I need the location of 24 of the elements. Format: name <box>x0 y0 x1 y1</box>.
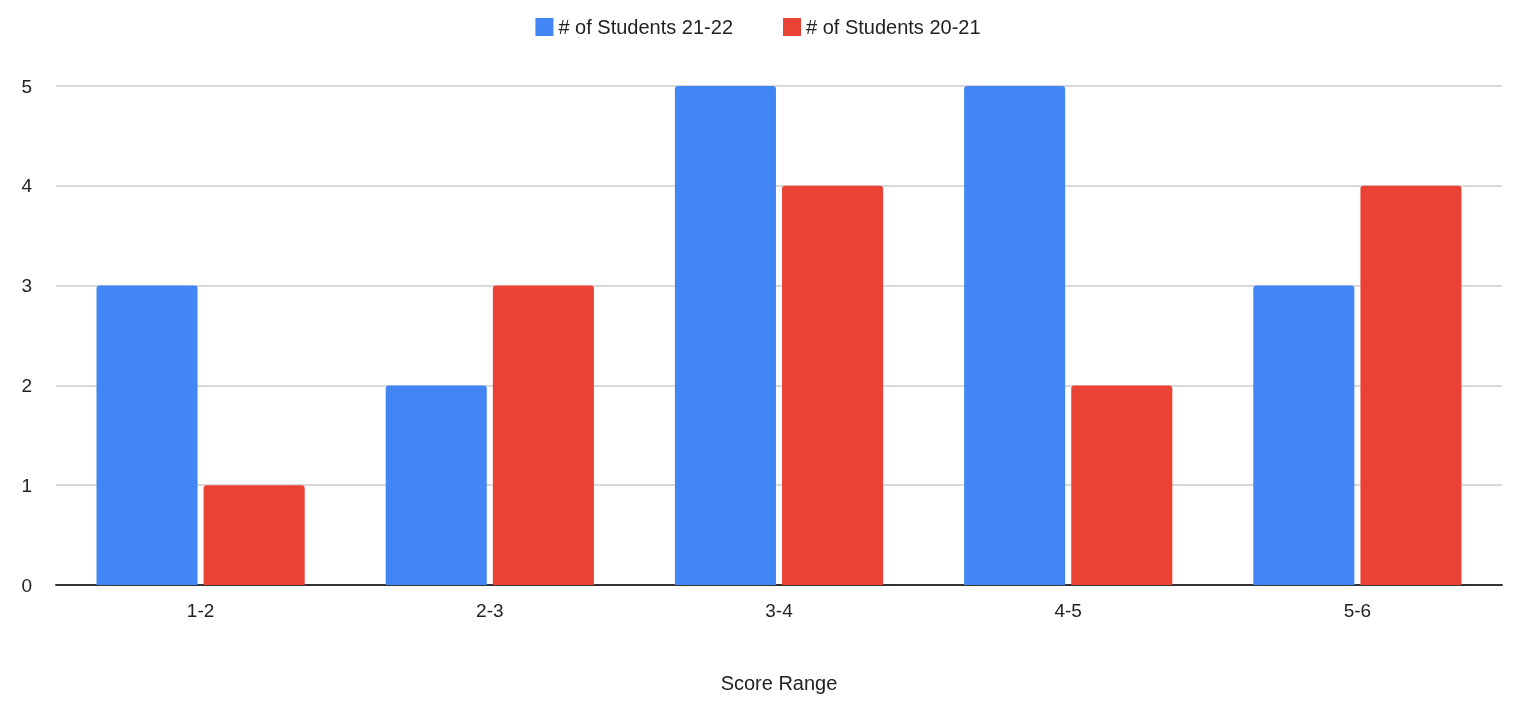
y-tick-label: 1 <box>21 474 32 496</box>
bar <box>385 385 487 585</box>
legend-label: # of Students 21-22 <box>558 16 734 38</box>
y-tick-label: 5 <box>21 75 32 97</box>
bar <box>964 86 1066 585</box>
y-tick-label: 3 <box>21 275 32 297</box>
x-tick-label: 4-5 <box>1054 600 1082 621</box>
y-tick-label: 4 <box>21 175 33 197</box>
bar <box>674 86 776 585</box>
x-tick-label: 5-6 <box>1343 600 1372 621</box>
bar <box>492 285 594 585</box>
bar <box>1360 185 1462 585</box>
x-tick-label: 3-4 <box>765 600 794 621</box>
x-tick-label: 1-2 <box>186 600 215 621</box>
y-tick-label: 0 <box>21 574 32 596</box>
legend-label: # of Students 20-21 <box>806 16 981 38</box>
bar <box>96 285 198 585</box>
bar <box>203 485 305 585</box>
bar <box>782 185 884 585</box>
x-axis-title: Score Range <box>720 672 838 694</box>
x-tick-label: 2-3 <box>476 600 504 621</box>
bar <box>1253 285 1355 585</box>
y-tick-label: 2 <box>21 374 32 396</box>
bar <box>1071 385 1173 585</box>
